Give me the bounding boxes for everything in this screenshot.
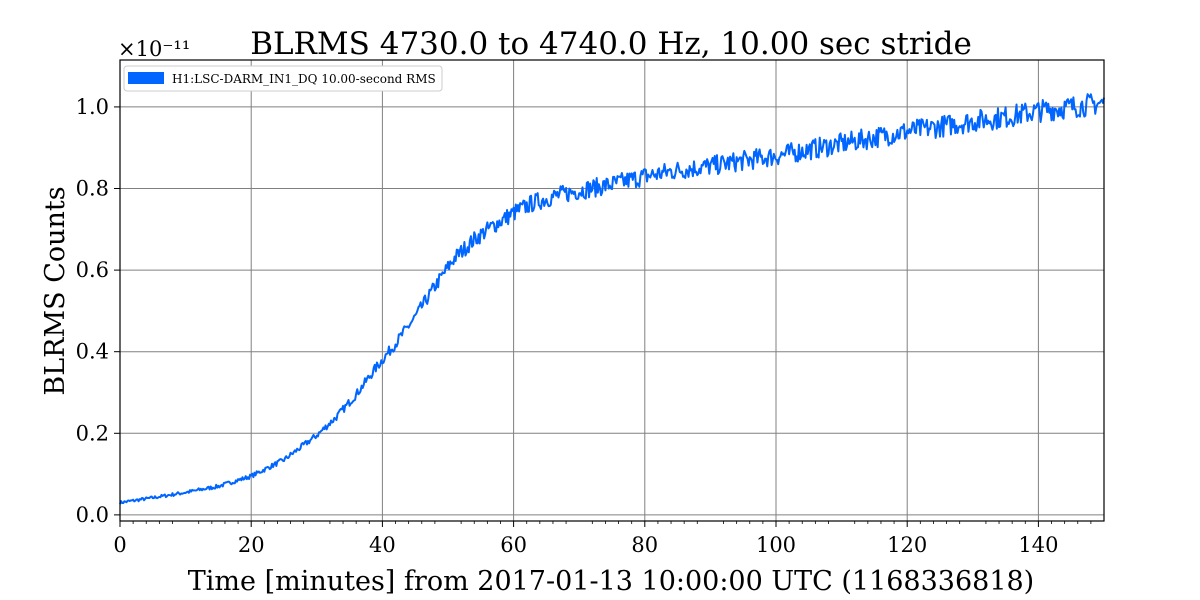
x-tick-label: 80 xyxy=(631,533,658,557)
y-tick-label: 0.8 xyxy=(76,177,109,201)
y-axis-offset-label: ×10⁻¹¹ xyxy=(118,37,190,61)
plot-frame xyxy=(119,59,1105,522)
y-tick-label: 0.4 xyxy=(76,340,109,364)
y-tick-label: 0.2 xyxy=(76,421,109,445)
x-tick-label: 0 xyxy=(113,533,126,557)
x-tick-label: 40 xyxy=(369,533,396,557)
legend-box xyxy=(123,65,443,92)
y-axis-label: BLRMS Counts xyxy=(40,186,71,395)
grid-lines xyxy=(120,60,1104,521)
x-tick-labels: 0 20 40 60 80 100 120 140 xyxy=(113,533,1058,557)
x-tick-label: 20 xyxy=(238,533,265,557)
legend-swatch xyxy=(128,72,164,84)
x-axis-label: Time [minutes] from 2017-01-13 10:00:00 … xyxy=(188,566,1034,597)
x-tick-label: 100 xyxy=(756,533,796,557)
tick-marks xyxy=(114,106,1092,527)
x-tick-label: 120 xyxy=(887,533,927,557)
series-line xyxy=(119,93,1105,505)
y-tick-label: 0.0 xyxy=(76,503,109,527)
y-tick-label: 0.6 xyxy=(76,258,109,282)
y-tick-labels: 0.0 0.2 0.4 0.6 0.8 1.0 xyxy=(76,95,109,527)
x-tick-label: 60 xyxy=(500,533,527,557)
x-tick-label: 140 xyxy=(1018,533,1058,557)
series-layer xyxy=(119,93,1105,505)
chart-title: BLRMS 4730.0 to 4740.0 Hz, 10.00 sec str… xyxy=(250,26,972,62)
legend: H1:LSC-DARM_IN1_DQ 10.00-second RMS xyxy=(123,65,443,92)
y-tick-label: 1.0 xyxy=(76,95,109,119)
legend-label: H1:LSC-DARM_IN1_DQ 10.00-second RMS xyxy=(172,72,436,86)
